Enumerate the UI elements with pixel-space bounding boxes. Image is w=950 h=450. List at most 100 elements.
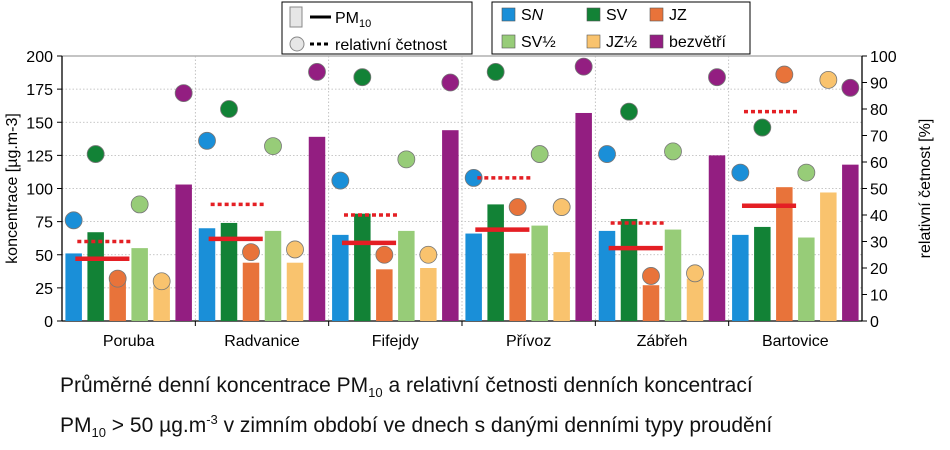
dot-SN bbox=[731, 163, 750, 182]
bar-JZ bbox=[376, 269, 393, 321]
dot-bezvětří bbox=[441, 73, 460, 92]
legend-label-SV: SV bbox=[606, 7, 628, 24]
legend-box-right bbox=[491, 1, 751, 55]
bar-JZ½ bbox=[553, 252, 570, 321]
dot-bezvětří bbox=[308, 63, 326, 81]
bar-SV bbox=[354, 213, 371, 321]
bar-JZ½ bbox=[820, 192, 837, 321]
dot-SN bbox=[598, 145, 616, 163]
y-tick-label-right: 80 bbox=[870, 102, 888, 119]
dot-SV bbox=[486, 63, 505, 81]
legend-label-bezvětří: bezvětří bbox=[669, 34, 726, 51]
y-tick-label-left: 25 bbox=[35, 281, 53, 298]
dot-JZ½ bbox=[552, 198, 571, 216]
dot-JZ½ bbox=[152, 272, 171, 291]
dot-JZ½ bbox=[419, 245, 438, 264]
dot-SN bbox=[198, 131, 216, 150]
legend-pm10-label: PM10 bbox=[335, 10, 371, 30]
category-label: Přívoz bbox=[506, 333, 551, 350]
bar-SV½ bbox=[664, 229, 682, 321]
dot-bezvětří bbox=[174, 84, 193, 102]
y-tick-label-left: 125 bbox=[26, 148, 53, 165]
bar-JZ½ bbox=[153, 281, 170, 321]
dot-JZ bbox=[642, 267, 660, 285]
y-tick-label-right: 100 bbox=[870, 49, 897, 66]
bar-SV bbox=[87, 232, 104, 321]
bar-bezvětří bbox=[575, 112, 592, 321]
y-tick-label-right: 10 bbox=[870, 288, 888, 305]
y-tick-label-right: 50 bbox=[870, 182, 888, 199]
dot-SV½ bbox=[397, 150, 416, 169]
dot-SN bbox=[331, 171, 350, 190]
dot-SV½ bbox=[797, 163, 816, 182]
dot-SV½ bbox=[130, 195, 149, 214]
dot-SV bbox=[353, 68, 372, 87]
dot-SV bbox=[86, 145, 105, 163]
y-tick-label-left: 75 bbox=[35, 215, 53, 232]
y-tick-label-left: 50 bbox=[35, 248, 53, 265]
y-tick-label-left: 100 bbox=[26, 182, 53, 199]
bar-SV bbox=[487, 204, 504, 321]
dot-SN bbox=[64, 211, 83, 230]
dot-JZ bbox=[242, 243, 260, 262]
category-label: Poruba bbox=[103, 333, 155, 350]
dot-SN bbox=[464, 168, 483, 187]
y-tick-label-left: 200 bbox=[26, 49, 53, 66]
bar-JZ bbox=[776, 187, 793, 321]
bar-bezvětří bbox=[308, 136, 326, 321]
category-label: Zábřeh bbox=[637, 333, 688, 350]
bar-SV bbox=[620, 218, 638, 321]
y-tick-label-right: 60 bbox=[870, 155, 888, 172]
bar-bezvětří bbox=[175, 184, 192, 321]
dot-JZ½ bbox=[819, 70, 838, 89]
dot-SV bbox=[220, 100, 238, 118]
y-tick-label-right: 0 bbox=[870, 314, 879, 331]
dot-SV bbox=[753, 118, 772, 137]
legend-dot-key bbox=[289, 36, 305, 52]
legend-swatch-SV½ bbox=[501, 34, 516, 49]
y-tick-label-left: 175 bbox=[26, 82, 53, 99]
dot-JZ bbox=[375, 245, 394, 264]
y-tick-label-right: 90 bbox=[870, 76, 888, 93]
legend-freq-label: relativní četnost bbox=[335, 37, 448, 54]
bar-SN bbox=[198, 228, 216, 321]
bar-JZ½ bbox=[420, 268, 437, 321]
legend-swatch-bezvětří bbox=[649, 34, 664, 49]
dot-bezvětří bbox=[841, 78, 860, 97]
dot-SV½ bbox=[530, 145, 549, 163]
bar-JZ bbox=[642, 285, 660, 321]
bar-SN bbox=[65, 253, 82, 321]
dot-SV½ bbox=[264, 137, 282, 156]
bar-SN bbox=[332, 234, 349, 321]
bar-bezvětří bbox=[442, 130, 459, 321]
bar-JZ bbox=[109, 281, 126, 321]
caption-line-2: PM10 > 50 µg.m-3 v zimním období ve dnec… bbox=[60, 412, 773, 441]
y-tick-label-right: 40 bbox=[870, 208, 888, 225]
figure-caption: Průměrné denní koncentrace PM10 a relati… bbox=[60, 372, 940, 446]
legend-swatch-JZ½ bbox=[586, 34, 601, 49]
bar-JZ bbox=[509, 253, 526, 321]
caption-line-1: Průměrné denní koncentrace PM10 a relati… bbox=[60, 374, 753, 401]
dot-bezvětří bbox=[708, 68, 726, 87]
y-tick-label-left: 0 bbox=[44, 314, 53, 331]
bar-bezvětří bbox=[708, 155, 726, 321]
y-axis-title-left: koncentrace [µg.m-3] bbox=[4, 113, 21, 264]
bar-SV bbox=[754, 226, 771, 321]
bar-SV½ bbox=[264, 230, 282, 321]
bar-SV bbox=[220, 222, 238, 321]
y-tick-label-right: 70 bbox=[870, 129, 888, 146]
bar-SN bbox=[465, 233, 482, 321]
bar-SV½ bbox=[531, 225, 548, 321]
bar-JZ bbox=[242, 262, 260, 321]
y-tick-label-right: 20 bbox=[870, 261, 888, 278]
legend-bar-key bbox=[289, 6, 303, 28]
bar-JZ½ bbox=[286, 262, 304, 321]
dot-JZ½ bbox=[286, 240, 304, 259]
dot-JZ bbox=[508, 198, 527, 216]
bar-JZ½ bbox=[686, 278, 704, 321]
legend-label-SV½: SV½ bbox=[521, 34, 556, 51]
bar-bezvětří bbox=[842, 164, 859, 321]
dot-JZ bbox=[108, 269, 127, 288]
y-tick-label-right: 30 bbox=[870, 235, 888, 252]
legend-swatch-SN bbox=[501, 7, 516, 22]
